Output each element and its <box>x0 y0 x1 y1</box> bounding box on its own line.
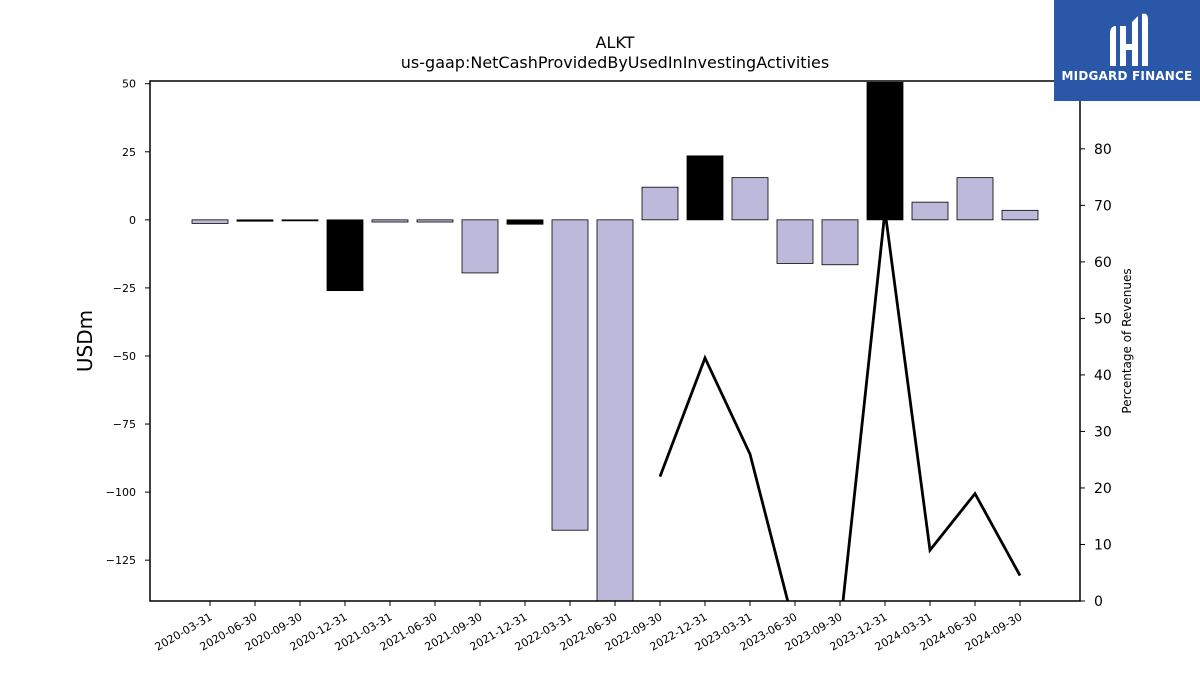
x-axis: 2020-03-312020-06-302020-09-302020-12-31… <box>153 601 1025 654</box>
bar-2020-06-30 <box>236 219 274 222</box>
y-tick-label: −50 <box>113 350 136 363</box>
logo-text: MIDGARD FINANCE <box>1061 69 1193 83</box>
y2-tick-label: 60 <box>1094 255 1112 271</box>
y-tick-label: −125 <box>106 554 136 567</box>
bar-2023-06-30 <box>776 219 814 264</box>
y-tick-label: 0 <box>129 214 136 227</box>
bar-2022-03-31 <box>551 219 589 531</box>
y-axis-right: 0 10 20 30 40 50 60 70 80 <box>1080 142 1112 610</box>
bar-2021-12-31 <box>506 219 544 225</box>
bar-2024-06-30 <box>956 177 994 221</box>
y-tick-label: 25 <box>122 146 136 159</box>
bar-2023-12-31 <box>866 81 904 221</box>
bar-2023-03-31 <box>731 177 769 221</box>
brand-logo: MIDGARD FINANCE <box>1054 0 1200 101</box>
bar-2021-03-31 <box>371 219 409 223</box>
y-tick-label: −100 <box>106 486 136 499</box>
y2-tick-label: 10 <box>1094 537 1112 553</box>
chart-subtitle: us-gaap:NetCashProvidedByUsedInInvesting… <box>401 53 829 72</box>
y-tick-label: −75 <box>113 418 136 431</box>
bar-2022-06-30 <box>596 219 634 602</box>
y2-tick-label: 40 <box>1094 368 1112 384</box>
y2-tick-label: 70 <box>1094 198 1112 214</box>
midgard-logo-icon <box>1110 13 1148 67</box>
y2-tick-label: 30 <box>1094 424 1112 440</box>
bar-2021-06-30 <box>416 219 454 223</box>
y2-tick-label: 0 <box>1094 594 1103 610</box>
bar-2024-03-31 <box>911 201 949 221</box>
y2-tick-label: 20 <box>1094 481 1112 497</box>
chart-title: ALKT <box>596 33 635 52</box>
bar-2020-03-31 <box>191 219 229 224</box>
bar-2023-09-30 <box>821 219 859 266</box>
y-axis-left: 50 25 0 −25 −50 −75 −100 −125 <box>106 78 150 567</box>
bars-layer <box>191 81 1039 602</box>
y-tick-label: 50 <box>122 78 136 91</box>
bar-2022-12-31 <box>686 155 724 221</box>
bar-2022-09-30 <box>641 186 679 221</box>
bar-2020-12-31 <box>326 219 364 292</box>
percentage-line <box>658 210 1022 601</box>
y2-tick-label: 80 <box>1094 142 1112 158</box>
y2-tick-label: 50 <box>1094 311 1112 327</box>
bar-2020-09-30 <box>281 219 319 222</box>
y-axis-label: USDm <box>73 310 97 372</box>
line-layer <box>658 210 1022 601</box>
y2-axis-label: Percentage of Revenues <box>1120 268 1134 413</box>
bar-2021-09-30 <box>461 219 499 274</box>
bar-2024-09-30 <box>1001 209 1039 221</box>
y-tick-label: −25 <box>113 282 136 295</box>
